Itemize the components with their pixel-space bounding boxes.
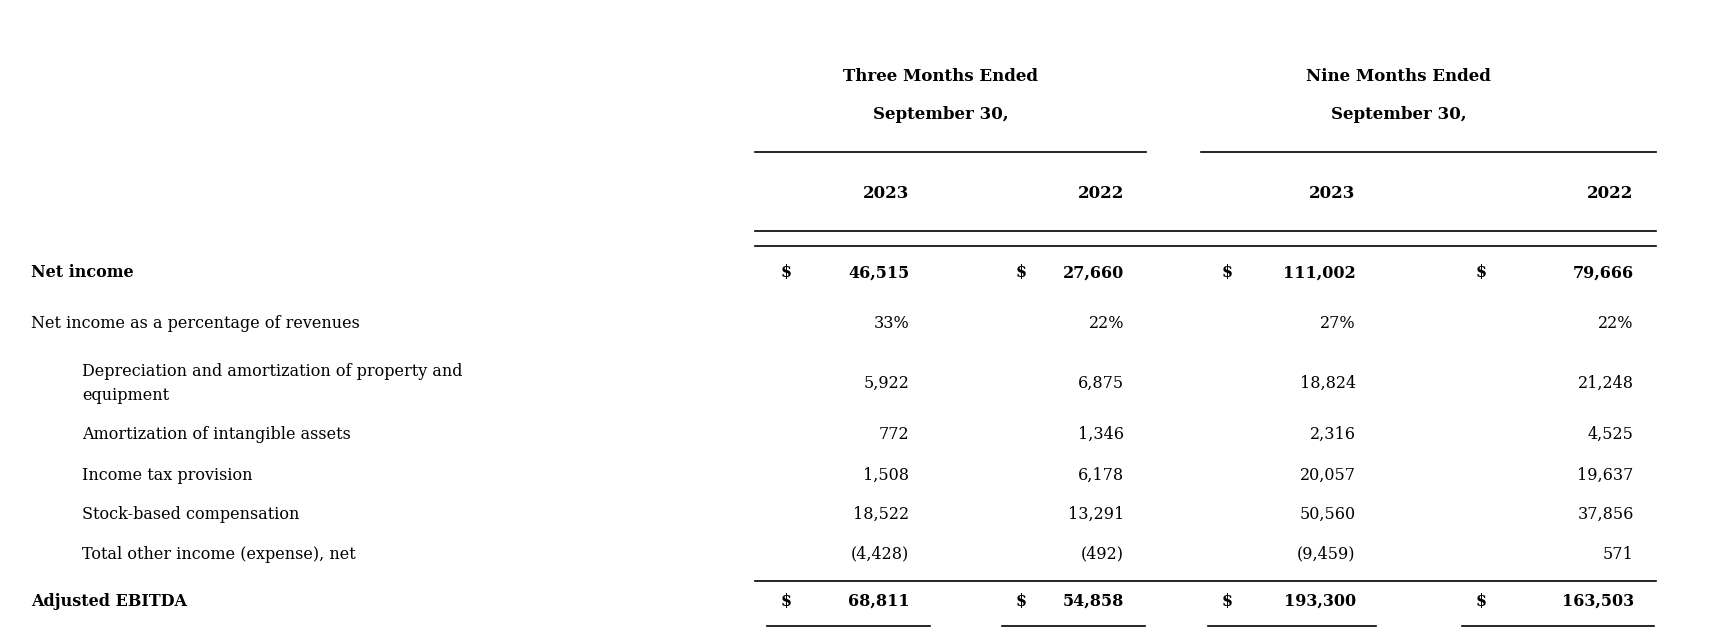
Text: 46,515: 46,515 bbox=[848, 264, 909, 281]
Text: 193,300: 193,300 bbox=[1284, 593, 1356, 609]
Text: September 30,: September 30, bbox=[1330, 106, 1467, 122]
Text: 163,503: 163,503 bbox=[1562, 593, 1634, 609]
Text: 1,346: 1,346 bbox=[1078, 426, 1124, 443]
Text: 6,875: 6,875 bbox=[1078, 375, 1124, 392]
Text: equipment: equipment bbox=[82, 387, 170, 404]
Text: Depreciation and amortization of property and: Depreciation and amortization of propert… bbox=[82, 363, 463, 380]
Text: $: $ bbox=[781, 593, 791, 609]
Text: 18,824: 18,824 bbox=[1299, 375, 1356, 392]
Text: Net income: Net income bbox=[31, 264, 134, 281]
Text: 21,248: 21,248 bbox=[1577, 375, 1634, 392]
Text: Net income as a percentage of revenues: Net income as a percentage of revenues bbox=[31, 315, 360, 332]
Text: (492): (492) bbox=[1081, 546, 1124, 562]
Text: $: $ bbox=[1016, 264, 1026, 281]
Text: $: $ bbox=[781, 264, 791, 281]
Text: 37,856: 37,856 bbox=[1577, 507, 1634, 523]
Text: 5,922: 5,922 bbox=[863, 375, 909, 392]
Text: 27%: 27% bbox=[1320, 315, 1356, 332]
Text: (4,428): (4,428) bbox=[851, 546, 909, 562]
Text: September 30,: September 30, bbox=[872, 106, 1009, 122]
Text: Three Months Ended: Three Months Ended bbox=[843, 68, 1038, 84]
Text: Stock-based compensation: Stock-based compensation bbox=[82, 507, 300, 523]
Text: 50,560: 50,560 bbox=[1299, 507, 1356, 523]
Text: Income tax provision: Income tax provision bbox=[82, 467, 252, 484]
Text: $: $ bbox=[1476, 264, 1486, 281]
Text: 22%: 22% bbox=[1088, 315, 1124, 332]
Text: (9,459): (9,459) bbox=[1297, 546, 1356, 562]
Text: 571: 571 bbox=[1603, 546, 1634, 562]
Text: Nine Months Ended: Nine Months Ended bbox=[1306, 68, 1491, 84]
Text: 111,002: 111,002 bbox=[1284, 264, 1356, 281]
Text: $: $ bbox=[1222, 593, 1232, 609]
Text: 18,522: 18,522 bbox=[853, 507, 909, 523]
Text: 2022: 2022 bbox=[1587, 185, 1634, 202]
Text: 13,291: 13,291 bbox=[1067, 507, 1124, 523]
Text: Adjusted EBITDA: Adjusted EBITDA bbox=[31, 593, 187, 609]
Text: $: $ bbox=[1016, 593, 1026, 609]
Text: 22%: 22% bbox=[1598, 315, 1634, 332]
Text: Total other income (expense), net: Total other income (expense), net bbox=[82, 546, 357, 562]
Text: $: $ bbox=[1222, 264, 1232, 281]
Text: 1,508: 1,508 bbox=[863, 467, 909, 484]
Text: 33%: 33% bbox=[873, 315, 909, 332]
Text: 79,666: 79,666 bbox=[1572, 264, 1634, 281]
Text: 772: 772 bbox=[879, 426, 909, 443]
Text: 19,637: 19,637 bbox=[1577, 467, 1634, 484]
Text: $: $ bbox=[1476, 593, 1486, 609]
Text: 2,316: 2,316 bbox=[1309, 426, 1356, 443]
Text: 68,811: 68,811 bbox=[848, 593, 909, 609]
Text: 2023: 2023 bbox=[863, 185, 909, 202]
Text: 2022: 2022 bbox=[1078, 185, 1124, 202]
Text: 2023: 2023 bbox=[1309, 185, 1356, 202]
Text: 27,660: 27,660 bbox=[1062, 264, 1124, 281]
Text: 54,858: 54,858 bbox=[1062, 593, 1124, 609]
Text: Amortization of intangible assets: Amortization of intangible assets bbox=[82, 426, 352, 443]
Text: 20,057: 20,057 bbox=[1299, 467, 1356, 484]
Text: 4,525: 4,525 bbox=[1587, 426, 1634, 443]
Text: 6,178: 6,178 bbox=[1078, 467, 1124, 484]
